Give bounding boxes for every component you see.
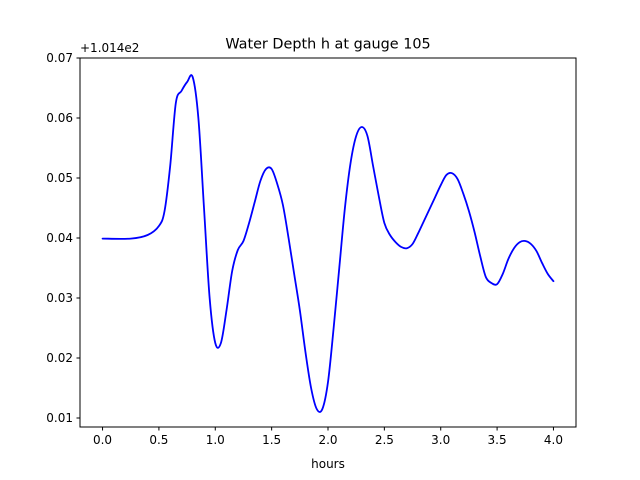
x-tick-label: 2.5 xyxy=(375,433,394,447)
x-tick-label: 0.0 xyxy=(93,433,112,447)
y-tick-label: 0.03 xyxy=(46,291,73,305)
y-tick-label: 0.01 xyxy=(46,411,73,425)
x-tick-label: 3.0 xyxy=(431,433,450,447)
chart-title: Water Depth h at gauge 105 xyxy=(225,37,430,53)
y-tick-label: 0.05 xyxy=(46,171,73,185)
x-axis-label: hours xyxy=(311,457,345,471)
x-tick-label: 4.0 xyxy=(544,433,563,447)
x-tick-label: 2.0 xyxy=(318,433,337,447)
x-tick-label: 1.5 xyxy=(262,433,281,447)
x-tick-label: 0.5 xyxy=(149,433,168,447)
y-tick-label: 0.07 xyxy=(46,51,73,65)
plot-frame xyxy=(79,57,577,428)
series-layer xyxy=(101,74,555,413)
y-axis-ticks: 0.01 0.02 0.03 0.04 0.05 0.06 0.07 xyxy=(46,51,80,425)
series-line-0 xyxy=(101,74,555,413)
x-tick-label: 3.5 xyxy=(488,433,507,447)
x-axis-ticks: 0.0 0.5 1.0 1.5 2.0 2.5 3.0 3.5 4.0 xyxy=(93,427,563,447)
y-tick-label: 0.06 xyxy=(46,111,73,125)
y-tick-label: 0.02 xyxy=(46,351,73,365)
y-tick-label: 0.04 xyxy=(46,231,73,245)
x-tick-label: 1.0 xyxy=(206,433,225,447)
y-offset-label: +1.014e2 xyxy=(80,41,139,55)
